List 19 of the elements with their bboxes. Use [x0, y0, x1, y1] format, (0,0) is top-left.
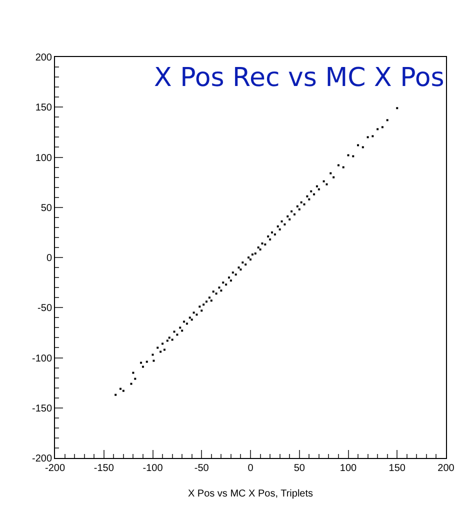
x-axis-title: X Pos vs MC X Pos, Triplets: [188, 488, 314, 500]
y-tick-label: -200: [32, 454, 52, 464]
x-tick-label: -100: [142, 463, 164, 474]
y-tick-label: -100: [32, 353, 52, 364]
x-tick-label: -50: [194, 463, 210, 474]
x-tick-label: 150: [388, 463, 406, 474]
x-tick-label: 100: [340, 463, 358, 474]
x-tick-label: 200: [438, 463, 455, 474]
chart-title: X Pos Rec vs MC X Pos: [154, 63, 444, 93]
y-tick-label: 150: [35, 102, 52, 114]
y-tick-label: -50: [38, 303, 52, 314]
x-tick-label: 0: [248, 463, 254, 474]
y-tick-label: 50: [40, 202, 52, 214]
y-tick-label: 200: [35, 52, 52, 64]
y-tick-label: -150: [32, 403, 52, 414]
x-tick-label: 50: [294, 463, 306, 474]
x-tick-label: -150: [94, 463, 114, 474]
y-tick-label: 100: [35, 152, 52, 164]
y-tick-label: 0: [46, 253, 52, 264]
